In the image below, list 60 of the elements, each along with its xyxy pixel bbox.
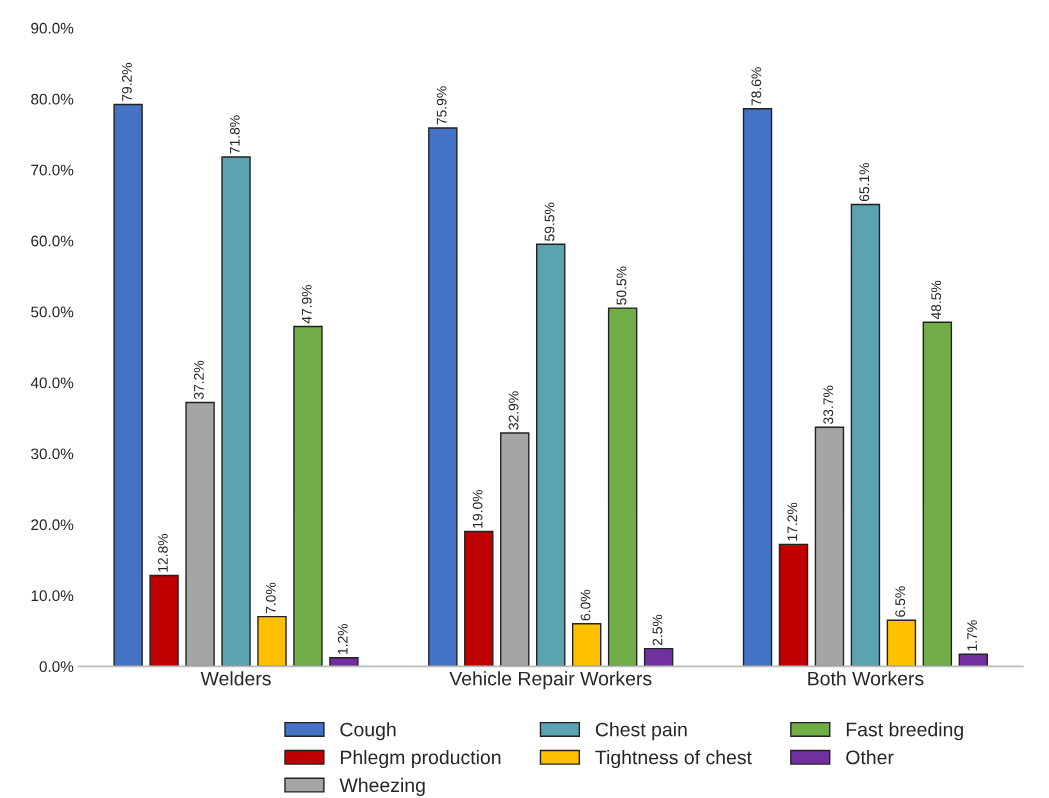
bar xyxy=(643,647,674,667)
data-label: 12.8% xyxy=(157,533,168,572)
data-label: 1.2% xyxy=(337,623,348,654)
bar xyxy=(113,103,143,667)
data-label: 65.1% xyxy=(859,162,870,202)
bar xyxy=(500,432,530,667)
data-label: 6.0% xyxy=(580,589,591,621)
legend-label: Tightness of chest xyxy=(595,749,752,769)
y-tick-label: 30.0% xyxy=(31,448,74,460)
bar xyxy=(428,127,458,667)
bar xyxy=(149,574,179,667)
data-label: 78.6% xyxy=(751,67,762,106)
data-label: 6.5% xyxy=(895,586,906,617)
legend-label: Cough xyxy=(340,722,396,741)
data-label: 75.9% xyxy=(436,86,447,125)
x-tick-label: Welders xyxy=(200,671,271,686)
bar xyxy=(778,543,809,667)
bar xyxy=(293,325,323,667)
bar xyxy=(257,615,287,667)
y-tick-label: 70.0% xyxy=(31,164,74,176)
data-label: 48.5% xyxy=(931,280,942,320)
data-label: 33.7% xyxy=(823,385,834,424)
y-tick-label: 50.0% xyxy=(31,306,74,318)
bar xyxy=(886,619,917,667)
bar xyxy=(185,401,215,667)
bar xyxy=(571,623,602,667)
y-tick-label: 40.0% xyxy=(30,377,74,389)
bar xyxy=(221,156,251,667)
data-label: 32.9% xyxy=(508,391,519,430)
bar xyxy=(742,108,773,667)
legend-label: Wheezing xyxy=(339,777,425,796)
data-label: 7.0% xyxy=(265,582,276,614)
data-label: 2.5% xyxy=(652,614,663,646)
data-label: 1.7% xyxy=(967,620,977,651)
y-tick-label: 90.0% xyxy=(31,22,74,34)
y-tick-label: 20.0% xyxy=(31,519,74,531)
data-label: 19.0% xyxy=(472,489,483,528)
legend-label: Fast breeding xyxy=(846,722,963,741)
data-label: 47.9% xyxy=(301,284,312,324)
y-tick-label: 0.0% xyxy=(39,661,74,673)
bar xyxy=(922,321,953,667)
y-tick-label: 10.0% xyxy=(31,590,74,602)
bar xyxy=(536,243,566,667)
legend-label: Chest pain xyxy=(595,722,687,741)
bar xyxy=(814,426,845,667)
x-tick-label: Both Workers xyxy=(808,671,924,686)
bar xyxy=(464,530,494,667)
data-label: 59.5% xyxy=(544,202,555,241)
x-tick-label: Vehicle Repair Workers xyxy=(449,671,652,690)
data-label: 79.2% xyxy=(122,62,132,102)
legend-label: Other xyxy=(846,749,894,765)
data-label: 50.5% xyxy=(616,266,627,305)
y-tick-label: 60.0% xyxy=(31,235,74,247)
bar xyxy=(850,203,881,667)
data-label: 37.2% xyxy=(193,360,204,400)
legend-label: Phlegm production xyxy=(341,749,501,769)
data-label: 17.2% xyxy=(787,502,798,541)
bar xyxy=(607,307,638,667)
y-tick-label: 80.0% xyxy=(31,93,74,105)
data-label: 71.8% xyxy=(229,115,240,154)
